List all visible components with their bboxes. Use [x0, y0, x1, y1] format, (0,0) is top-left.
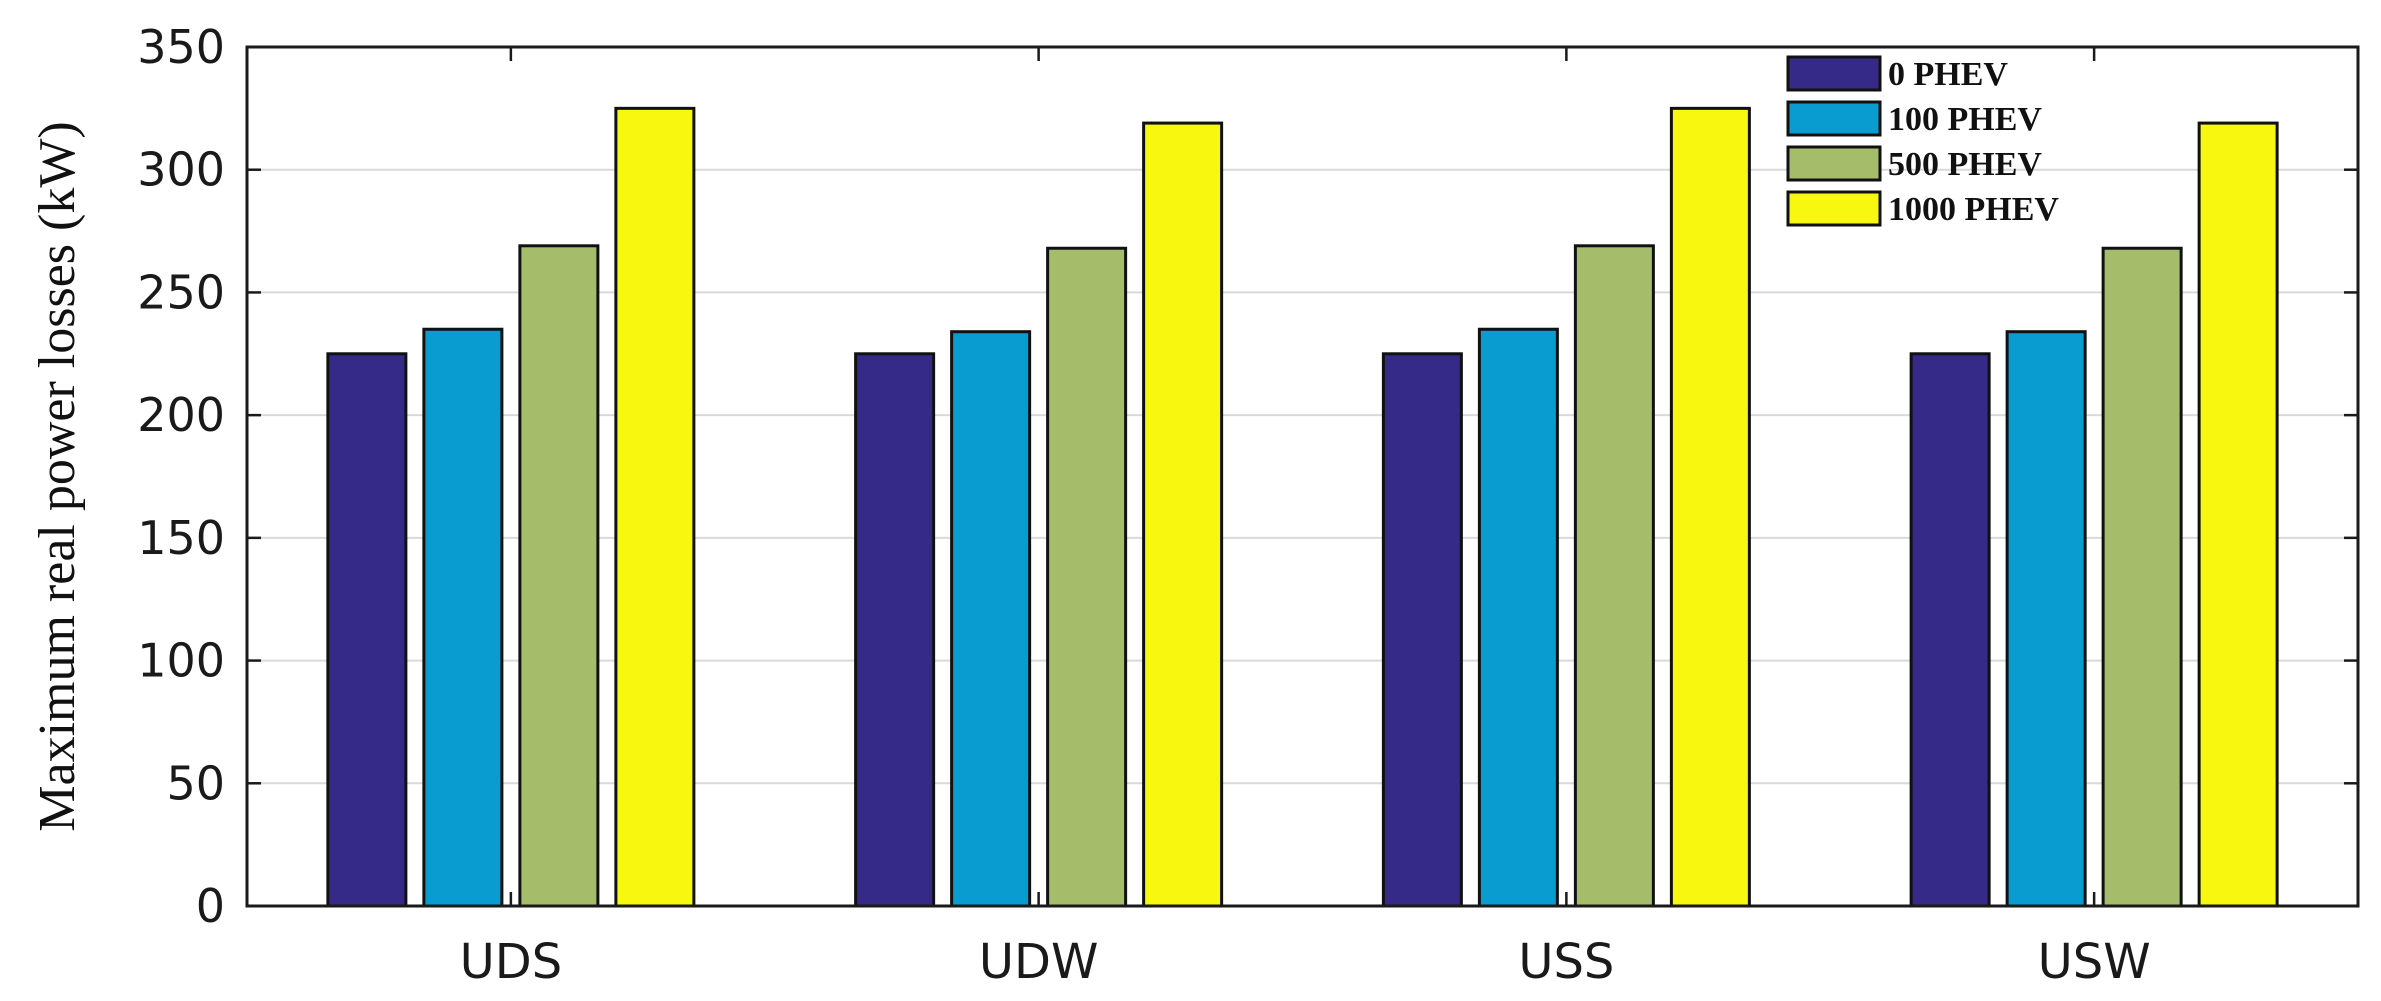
y-tick-label: 250	[137, 265, 225, 319]
bar-500-phev-uds	[518, 244, 600, 908]
bars	[326, 106, 2279, 908]
bar-0-phev-usw	[1909, 352, 1991, 908]
y-axis-title: Maximum real power losses (kW)	[29, 121, 86, 831]
plot-frame	[245, 45, 2360, 908]
bar-100-phev-uss	[1477, 327, 1559, 908]
legend-swatch	[1786, 55, 1882, 92]
bar-500-phev-udw	[1046, 246, 1128, 908]
bar-1000-phev-uss	[1669, 106, 1751, 908]
legend: 0 PHEV 100 PHEV 500 PHEV 1000 PHEV	[1786, 55, 2059, 228]
legend-swatch	[1786, 100, 1882, 137]
bar-100-phev-usw	[2005, 330, 2087, 908]
x-category-label: USW	[2038, 934, 2151, 990]
y-tick-labels: 0 50 100 150 200 250 300 350	[137, 20, 225, 933]
x-category-label: UDS	[460, 934, 563, 990]
legend-label: 500 PHEV	[1888, 146, 2042, 183]
legend-swatch	[1786, 145, 1882, 182]
x-category-labels: UDS UDW USS USW	[460, 934, 2151, 990]
bar-100-phev-udw	[950, 330, 1032, 908]
bar-100-phev-uds	[422, 327, 504, 908]
legend-label: 1000 PHEV	[1888, 191, 2059, 228]
bar-1000-phev-uds	[614, 106, 696, 908]
axis-ticks	[247, 45, 2358, 908]
legend-label: 100 PHEV	[1888, 101, 2042, 138]
y-tick-label: 200	[137, 388, 225, 442]
bar-0-phev-uss	[1381, 352, 1463, 908]
legend-label: 0 PHEV	[1888, 56, 2008, 93]
x-category-label: UDW	[979, 934, 1099, 990]
y-tick-label: 50	[166, 756, 225, 810]
y-tick-label: 0	[196, 879, 225, 933]
bar-0-phev-udw	[854, 352, 936, 908]
y-tick-label: 300	[137, 143, 225, 197]
bar-1000-phev-udw	[1142, 121, 1224, 908]
y-tick-label: 150	[137, 511, 225, 565]
bar-500-phev-uss	[1573, 244, 1655, 908]
y-tick-label: 350	[137, 20, 225, 74]
bar-0-phev-uds	[326, 352, 408, 908]
bar-500-phev-usw	[2101, 246, 2183, 908]
y-tick-label: 100	[137, 634, 225, 688]
legend-swatch	[1786, 190, 1882, 227]
bar-1000-phev-usw	[2197, 121, 2279, 908]
x-category-label: USS	[1518, 934, 1614, 990]
